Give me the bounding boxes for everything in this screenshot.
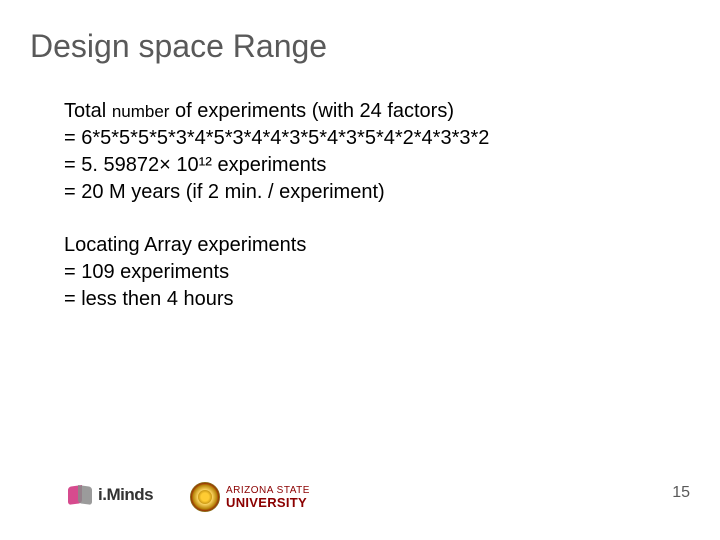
asu-text-top: ARIZONA STATE <box>226 486 310 496</box>
iminds-icon <box>68 484 94 506</box>
asu-logo: ARIZONA STATE UNIVERSITY <box>190 482 310 512</box>
iminds-logo: i.Minds <box>68 484 153 506</box>
text-of-experiments: of experiments (with 24 factors) <box>169 100 454 122</box>
page-number: 15 <box>672 484 690 502</box>
locating-line-3: = less then 4 hours <box>64 286 306 313</box>
asu-name: ARIZONA STATE UNIVERSITY <box>226 486 310 509</box>
text-total: Total <box>64 100 112 122</box>
total-line-3: = 5. 59872× 10¹² experiments <box>64 152 489 179</box>
iminds-shape-gray <box>78 485 92 505</box>
text-number-small: number <box>112 102 170 121</box>
total-line-4: = 20 M years (if 2 min. / experiment) <box>64 179 489 206</box>
slide-title: Design space Range <box>30 28 327 65</box>
asu-text-bottom: UNIVERSITY <box>226 496 310 509</box>
iminds-text: i.Minds <box>98 485 153 505</box>
content-block-locating-array: Locating Array experiments = 109 experim… <box>64 232 306 313</box>
slide-footer: i.Minds ARIZONA STATE UNIVERSITY 15 <box>0 484 720 524</box>
total-line-1: Total number of experiments (with 24 fac… <box>64 98 489 125</box>
locating-line-1: Locating Array experiments <box>64 232 306 259</box>
content-block-total-experiments: Total number of experiments (with 24 fac… <box>64 98 489 206</box>
total-line-2: = 6*5*5*5*5*3*4*5*3*4*4*3*5*4*3*5*4*2*4*… <box>64 125 489 152</box>
locating-line-2: = 109 experiments <box>64 259 306 286</box>
asu-seal-icon <box>190 482 220 512</box>
